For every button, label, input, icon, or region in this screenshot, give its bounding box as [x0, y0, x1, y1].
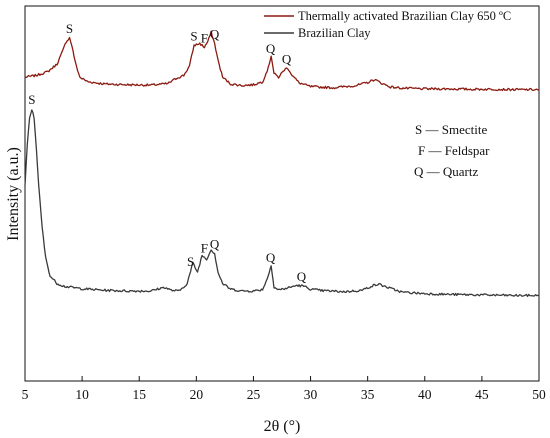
- x-axis-ticks: 5 10 15 20 25 30 35 40 45 50: [22, 376, 546, 402]
- x-tick-label: 45: [475, 387, 489, 402]
- x-tick-label: 10: [75, 387, 89, 402]
- legend-label-brazilian-clay: Brazilian Clay: [298, 26, 371, 40]
- x-tick-label: 30: [304, 387, 318, 402]
- peak-label: Q: [297, 269, 307, 284]
- plot-frame: [24, 5, 540, 382]
- x-tick-label: 20: [190, 387, 204, 402]
- peak-label: S: [190, 28, 197, 43]
- peak-label: Q: [266, 41, 276, 56]
- x-tick-label: 15: [132, 387, 146, 402]
- x-axis-title: 2θ (°): [264, 418, 301, 435]
- x-tick-label: 40: [418, 387, 432, 402]
- peak-label: S: [66, 21, 73, 36]
- annotation-smectite: S — Smectite: [415, 122, 487, 137]
- peak-label: Q: [210, 27, 220, 42]
- phase-key: S — Smectite F — Feldspar Q — Quartz: [414, 122, 490, 179]
- peak-label: Q: [210, 237, 220, 252]
- series-lines: [24, 30, 540, 298]
- peak-label: Q: [282, 52, 292, 67]
- y-axis-title: Intensity (a.u.): [5, 147, 22, 241]
- annotation-quartz: Q — Quartz: [414, 164, 478, 179]
- series-line-activated-clay: [24, 30, 540, 92]
- x-tick-label: 35: [361, 387, 375, 402]
- series-line-brazilian-clay: [24, 109, 540, 298]
- x-tick-label: 50: [532, 387, 546, 402]
- peak-label: Q: [266, 250, 276, 265]
- peak-label: F: [201, 240, 208, 255]
- peak-label: F: [201, 30, 208, 45]
- peak-label: S: [28, 92, 35, 107]
- peak-label: S: [187, 254, 194, 269]
- x-tick-label: 25: [247, 387, 261, 402]
- legend-label-activated: Thermally activated Brazilian Clay 650 º…: [298, 9, 511, 23]
- annotation-feldspar: F — Feldspar: [418, 143, 490, 158]
- x-tick-label: 5: [22, 387, 29, 402]
- legend: Thermally activated Brazilian Clay 650 º…: [264, 9, 511, 40]
